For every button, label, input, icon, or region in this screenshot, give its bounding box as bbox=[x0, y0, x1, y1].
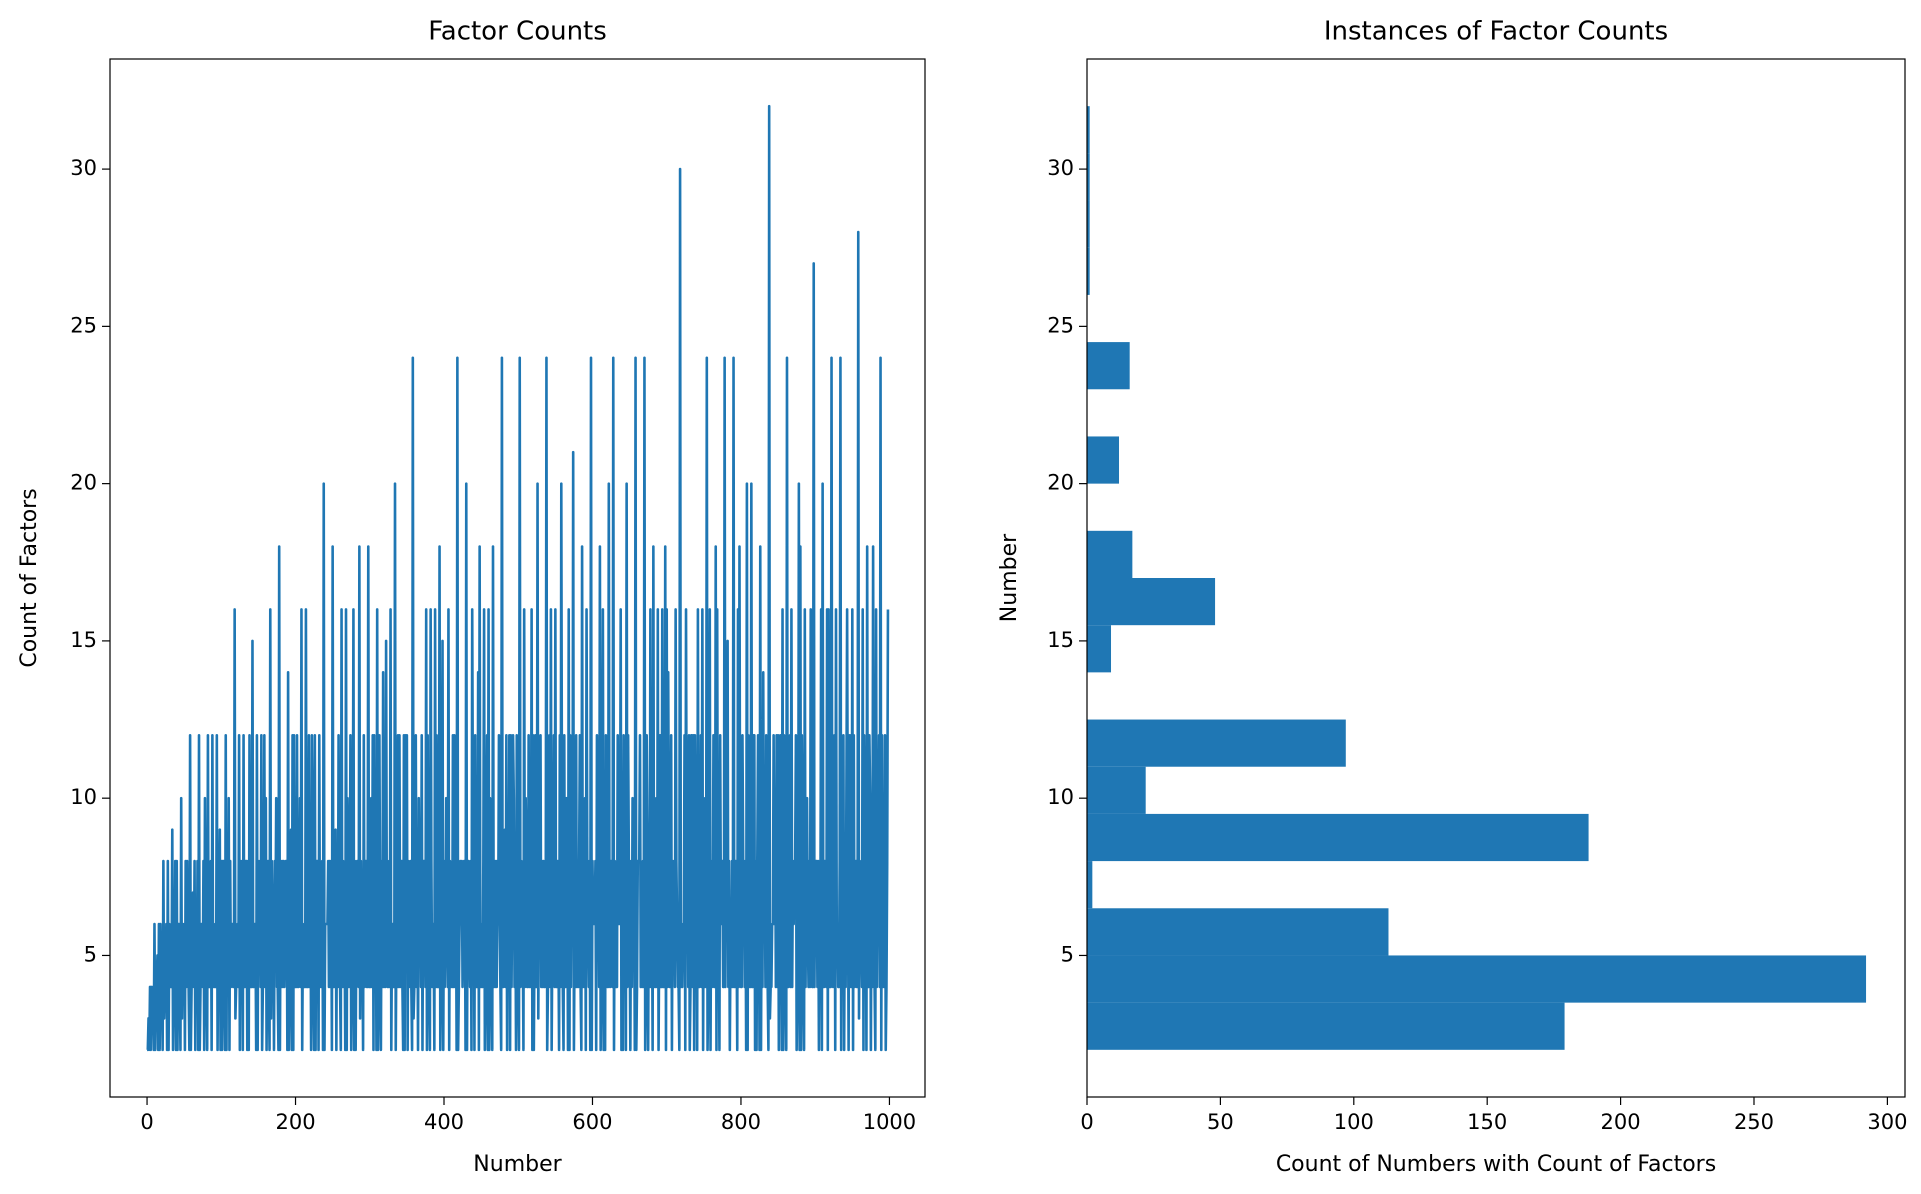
x-tick-label: 800 bbox=[721, 1110, 761, 1134]
x-tick-label: 1000 bbox=[863, 1110, 916, 1134]
y-axis-label: Number bbox=[997, 533, 1022, 622]
y-axis-label: Count of Factors bbox=[17, 488, 42, 667]
bar bbox=[1087, 955, 1867, 1003]
x-axis-label: Number bbox=[473, 1152, 562, 1177]
x-axis-label: Count of Numbers with Count of Factors bbox=[1276, 1152, 1716, 1177]
x-tick-label: 0 bbox=[140, 1110, 153, 1134]
x-tick-label: 200 bbox=[1601, 1110, 1641, 1134]
bar bbox=[1087, 436, 1120, 484]
bar bbox=[1087, 1002, 1565, 1050]
x-tick-label: 400 bbox=[424, 1110, 464, 1134]
y-tick-label: 15 bbox=[70, 628, 97, 652]
chart-title: Instances of Factor Counts bbox=[1324, 17, 1668, 47]
bar bbox=[1087, 342, 1130, 390]
x-tick-label: 0 bbox=[1080, 1110, 1093, 1134]
x-tick-label: 600 bbox=[572, 1110, 612, 1134]
bar bbox=[1087, 578, 1216, 626]
bar bbox=[1087, 153, 1090, 201]
x-tick-label: 150 bbox=[1467, 1110, 1507, 1134]
bar bbox=[1087, 813, 1589, 862]
y-tick-label: 25 bbox=[1047, 313, 1074, 337]
y-tick-label: 10 bbox=[70, 785, 97, 809]
y-tick-label: 15 bbox=[1047, 628, 1074, 652]
bar bbox=[1087, 106, 1090, 154]
bar bbox=[1087, 625, 1112, 673]
x-tick-label: 100 bbox=[1334, 1110, 1374, 1134]
y-tick-label: 20 bbox=[1047, 471, 1074, 495]
data-line bbox=[146, 104, 890, 1052]
bar bbox=[1087, 200, 1090, 248]
axes-frame bbox=[1086, 58, 1906, 1098]
bar bbox=[1087, 766, 1146, 814]
y-tick-label: 30 bbox=[1047, 156, 1074, 180]
bar bbox=[1087, 719, 1346, 767]
x-tick-label: 50 bbox=[1207, 1110, 1234, 1134]
x-tick-label: 300 bbox=[1867, 1110, 1907, 1134]
y-tick-label: 10 bbox=[1047, 785, 1074, 809]
bar bbox=[1087, 908, 1389, 956]
y-tick-label: 5 bbox=[1061, 942, 1074, 966]
bar bbox=[1087, 530, 1133, 578]
axes-frame bbox=[109, 58, 926, 1098]
bar bbox=[1087, 861, 1093, 909]
bar bbox=[1087, 247, 1090, 295]
y-tick-label: 20 bbox=[70, 471, 97, 495]
x-tick-label: 250 bbox=[1734, 1110, 1774, 1134]
y-tick-label: 30 bbox=[70, 156, 97, 180]
x-tick-label: 200 bbox=[275, 1110, 315, 1134]
y-tick-label: 5 bbox=[84, 942, 97, 966]
y-tick-label: 25 bbox=[70, 313, 97, 337]
chart-title: Factor Counts bbox=[428, 17, 607, 47]
